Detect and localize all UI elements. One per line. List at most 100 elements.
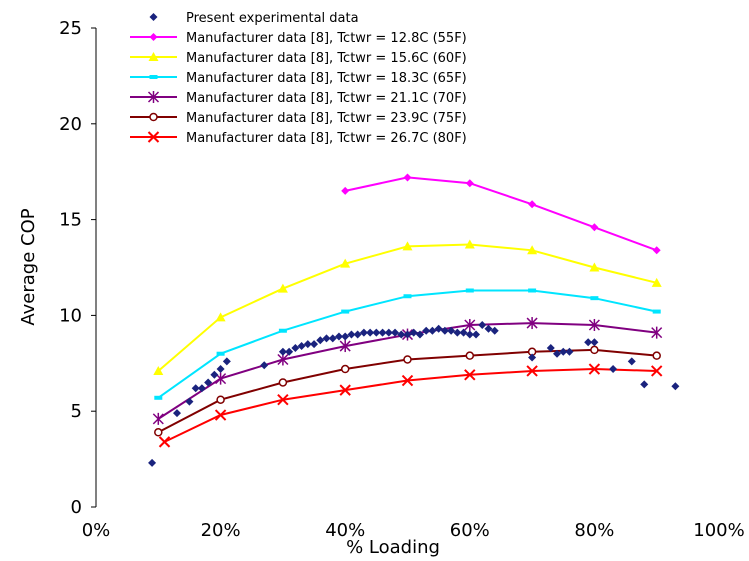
x-tick-label: 20% <box>201 520 241 541</box>
data-point <box>590 338 599 347</box>
legend-marker <box>149 75 158 79</box>
data-point <box>590 223 599 232</box>
y-tick-label: 15 <box>59 210 82 231</box>
data-point <box>339 340 351 353</box>
data-point <box>153 365 164 375</box>
series-manufacturer <box>153 239 662 375</box>
data-point <box>397 330 406 339</box>
legend-item: Manufacturer data [8], Tctwr = 12.8C (55… <box>130 31 467 46</box>
data-point <box>185 397 194 406</box>
data-point <box>216 395 225 404</box>
data-point <box>359 328 368 337</box>
data-point <box>340 364 350 374</box>
data-point <box>278 347 287 356</box>
data-point <box>652 351 661 360</box>
y-tick-label: 20 <box>59 114 82 135</box>
data-point <box>148 458 157 467</box>
y-tick-label: 5 <box>71 401 82 422</box>
data-point <box>152 412 164 425</box>
data-point <box>528 353 537 362</box>
data-point <box>526 365 538 377</box>
data-point <box>340 258 351 268</box>
data-point <box>590 296 599 301</box>
legend-label: Manufacturer data [8], Tctwr = 26.7C (80… <box>186 131 467 146</box>
legend-marker <box>149 33 158 41</box>
data-point <box>303 340 312 349</box>
data-point <box>652 309 661 314</box>
data-point <box>378 328 387 337</box>
data-point <box>310 340 319 349</box>
legend-marker <box>147 91 160 103</box>
legend-label: Present experimental data <box>186 11 359 26</box>
series-manufacturer <box>154 288 661 400</box>
series-experimental <box>148 320 680 467</box>
data-point <box>465 179 474 188</box>
data-point <box>291 343 300 352</box>
data-point <box>546 343 555 352</box>
legend-marker <box>147 131 160 143</box>
data-point <box>428 326 437 335</box>
data-point <box>478 320 487 329</box>
data-point <box>197 384 206 393</box>
data-point <box>453 328 462 337</box>
legend-item: Manufacturer data [8], Tctwr = 26.7C (80… <box>130 131 467 146</box>
data-point <box>640 380 649 389</box>
legend-item: Manufacturer data [8], Tctwr = 23.9C (75… <box>130 111 467 126</box>
data-point <box>341 186 350 195</box>
legend-label: Manufacturer data [8], Tctwr = 21.1C (70… <box>186 91 467 106</box>
data-point <box>671 382 680 391</box>
data-point <box>403 355 412 364</box>
data-point <box>341 332 350 341</box>
y-ticks: 0 5 10 15 20 25 <box>59 18 96 518</box>
data-point <box>322 334 331 343</box>
data-point <box>154 395 163 400</box>
data-point <box>260 361 269 370</box>
legend-item: Manufacturer data [8], Tctwr = 15.6C (60… <box>130 51 467 66</box>
data-point <box>415 330 424 339</box>
data-point <box>339 384 351 396</box>
x-ticks: 0% 20% 40% 60% 80% 100% <box>82 520 745 541</box>
data-point <box>650 365 663 377</box>
data-point <box>528 288 537 293</box>
data-point <box>651 277 662 287</box>
x-tick-label: 60% <box>450 520 490 541</box>
data-point <box>222 357 231 366</box>
data-point <box>216 365 225 374</box>
data-point <box>447 326 456 335</box>
legend-marker <box>149 13 158 21</box>
data-point <box>216 351 225 356</box>
data-point <box>464 369 476 381</box>
series-line <box>157 243 657 372</box>
data-point <box>588 363 601 375</box>
data-point <box>353 330 362 339</box>
data-point <box>391 328 400 337</box>
data-point <box>384 328 393 337</box>
data-point <box>651 326 663 339</box>
y-tick-label: 0 <box>71 497 82 518</box>
x-tick-label: 0% <box>82 520 111 541</box>
data-point <box>158 436 171 448</box>
data-point <box>588 318 600 331</box>
data-point <box>334 332 343 341</box>
data-point <box>590 345 599 355</box>
legend-item: Manufacturer data [8], Tctwr = 18.3C (65… <box>130 71 467 86</box>
data-point <box>472 330 481 339</box>
x-tick-label: 40% <box>325 520 365 541</box>
data-point <box>278 378 288 387</box>
legend-label: Manufacturer data [8], Tctwr = 23.9C (75… <box>186 111 467 126</box>
data-point <box>401 374 414 387</box>
data-point <box>372 328 381 337</box>
data-point <box>527 245 538 255</box>
data-point <box>191 384 200 393</box>
series-line <box>164 367 657 443</box>
data-point <box>559 347 568 356</box>
legend: Present experimental data Manufacturer da… <box>130 11 467 146</box>
series-layer <box>148 173 680 467</box>
data-point <box>347 330 356 339</box>
data-point <box>490 326 499 335</box>
data-point <box>627 357 636 366</box>
data-point <box>214 409 227 421</box>
data-point <box>204 378 213 387</box>
data-point <box>528 200 537 209</box>
legend-marker <box>149 112 158 122</box>
